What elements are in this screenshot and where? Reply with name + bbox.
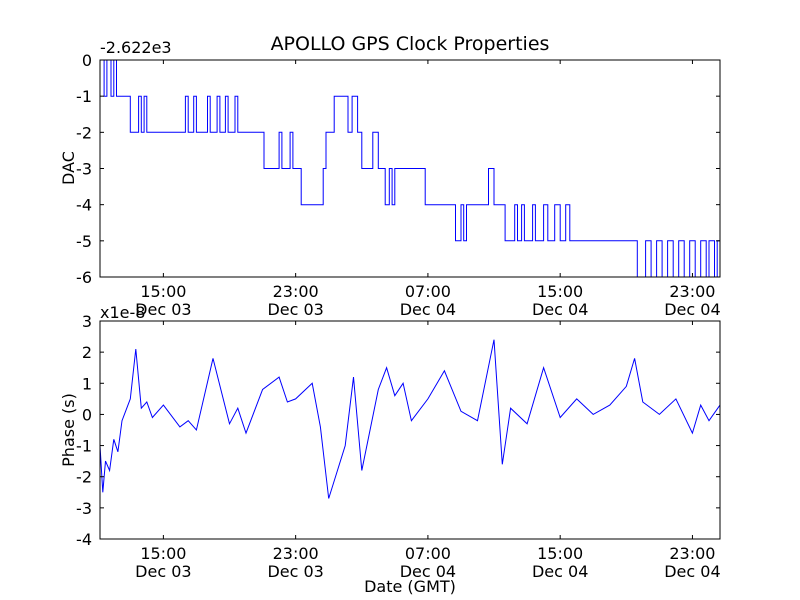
phase-x-tick-label: 15:00: [140, 544, 186, 563]
phase-x-tick-label: 23:00: [273, 544, 319, 563]
dac-x-tick-label: Dec 03: [267, 300, 323, 319]
dac-x-tick-label: 23:00: [273, 282, 319, 301]
dac-x-tick-label: 07:00: [405, 282, 451, 301]
phase-x-tick-label: Dec 04: [664, 562, 720, 581]
dac-y-tick-label: -1: [76, 87, 92, 106]
dac-y-tick-label: -3: [76, 160, 92, 179]
phase-y-offset-label: x1e-8: [100, 303, 145, 322]
dac-x-tick-label: 15:00: [140, 282, 186, 301]
phase-x-tick-label: Dec 04: [532, 562, 588, 581]
phase-chart: x1e-8 Phase (s) Date (GMT) 3 2 1 0 -1 -2 -3 -4 1…: [59, 303, 721, 596]
dac-x-tick-label: Dec 03: [135, 300, 191, 319]
dac-y-tick-label: -4: [76, 196, 92, 215]
phase-y-tick-label: 3: [82, 312, 92, 331]
phase-series-layer: [99, 339, 721, 499]
phase-x-tick-label: Dec 04: [400, 562, 456, 581]
dac-y-tick-label: 0: [82, 51, 92, 70]
phase-y-tick-label: -1: [76, 437, 92, 456]
phase-y-tick-label: 2: [82, 343, 92, 362]
phase-x-tick-label: 15:00: [537, 544, 583, 563]
phase-y-tick-label: -2: [76, 468, 92, 487]
phase-x-tick-label: Dec 03: [135, 562, 191, 581]
dac-chart: APOLLO GPS Clock Properties -2.622e3 DAC…: [59, 33, 721, 319]
phase-x-tick-label: Dec 03: [267, 562, 323, 581]
phase-y-axis-label: Phase (s): [59, 393, 78, 467]
dac-x-tick-label: Dec 04: [664, 300, 720, 319]
chart-title: APOLLO GPS Clock Properties: [271, 33, 550, 55]
dac-series-line: [100, 59, 720, 278]
dac-y-offset-label: -2.622e3: [100, 38, 172, 57]
dac-y-tick-label: -5: [76, 232, 92, 251]
phase-series-line: [99, 339, 721, 499]
phase-y-tick-label: -4: [76, 530, 92, 549]
phase-y-tick-label: -3: [76, 499, 92, 518]
x-axis-label: Date (GMT): [364, 577, 456, 596]
phase-y-tick-label: 1: [82, 374, 92, 393]
dac-x-tick-label: 15:00: [537, 282, 583, 301]
dac-y-axis-label: DAC: [59, 151, 78, 185]
dac-y-tick-label: -6: [76, 268, 92, 287]
dac-y-tick-label: -2: [76, 123, 92, 142]
phase-y-tick-label: 0: [82, 405, 92, 424]
dac-series-layer: [100, 59, 720, 278]
dac-x-tick-label: Dec 04: [400, 300, 456, 319]
phase-plot-frame: [99, 320, 721, 540]
dac-x-tick-label: Dec 04: [532, 300, 588, 319]
dac-x-tick-label: 23:00: [669, 282, 715, 301]
dac-plot-frame: [99, 59, 721, 278]
phase-x-tick-label: 23:00: [669, 544, 715, 563]
phase-x-tick-label: 07:00: [405, 544, 451, 563]
